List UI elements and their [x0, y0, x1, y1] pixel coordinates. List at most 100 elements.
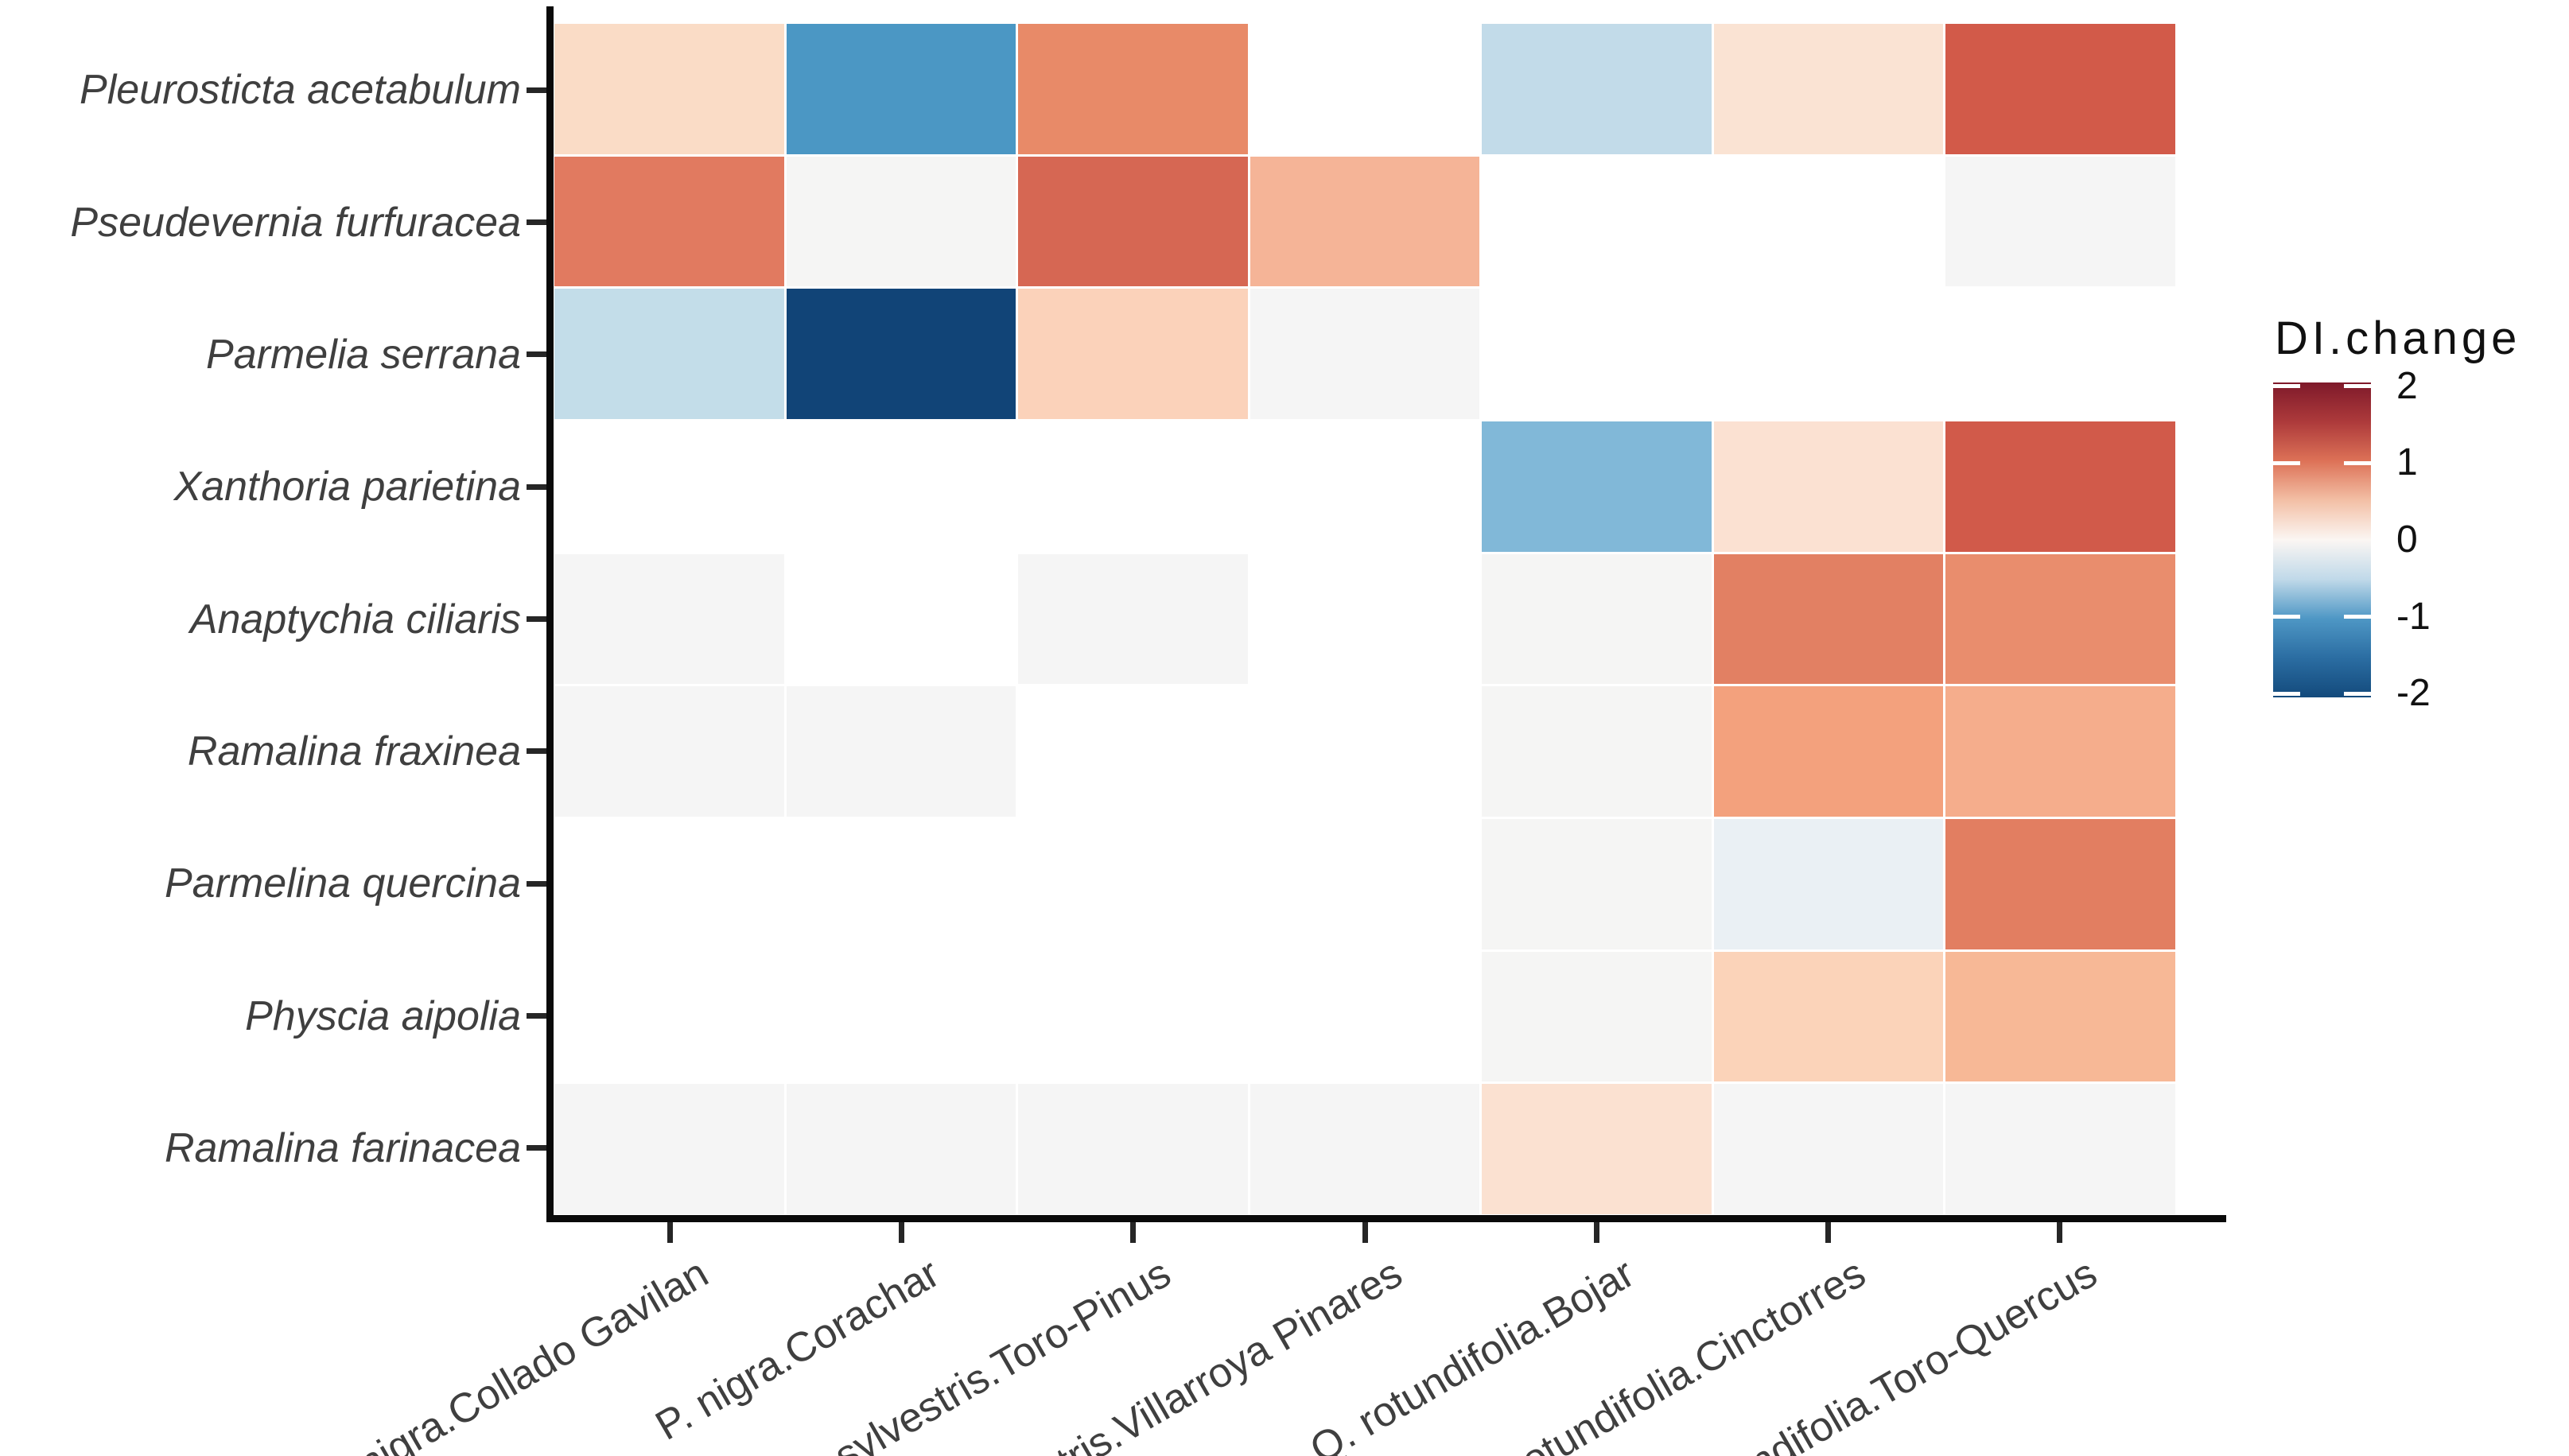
x-axis-tick: [1130, 1222, 1137, 1243]
heatmap-cell-empty: [1018, 421, 1248, 552]
y-axis-tick: [527, 748, 547, 755]
heatmap-cell: [786, 1084, 1016, 1214]
legend-colorbar-tick: [2344, 615, 2371, 619]
legend-colorbar-tick: [2273, 615, 2300, 619]
heatmap-cell: [1250, 1084, 1480, 1214]
y-axis-tick: [527, 483, 547, 490]
y-axis-label: Parmelia serrana: [206, 331, 521, 378]
heatmap-cell: [554, 553, 784, 685]
y-axis-tick: [527, 1145, 547, 1151]
y-axis-tick: [527, 1013, 547, 1019]
heatmap-cell: [1018, 1084, 1248, 1214]
heatmap-cell-empty: [554, 951, 784, 1082]
legend-colorbar-tick: [2344, 691, 2371, 696]
heatmap-cell: [1018, 289, 1248, 419]
heatmap-cell: [1713, 686, 1944, 817]
heatmap-cell: [1018, 156, 1248, 287]
y-axis-label: Xanthoria parietina: [173, 464, 521, 511]
heatmap-cell: [1945, 819, 2175, 949]
legend-colorbar-tick: [2273, 384, 2300, 389]
legend-tick-label: -1: [2396, 595, 2431, 638]
x-axis-tick: [1593, 1222, 1599, 1243]
heatmap-cell: [1482, 421, 1712, 552]
heatmap-cell: [1945, 686, 2175, 817]
heatmap-cell: [1018, 553, 1248, 685]
heatmap-cell: [554, 24, 784, 154]
heatmap-cell-empty: [1250, 24, 1480, 154]
heatmap-cell: [786, 686, 1016, 817]
x-axis-tick: [667, 1222, 674, 1243]
legend-colorbar-tick: [2344, 384, 2371, 389]
heatmap-cell: [1945, 1084, 2175, 1214]
legend-tick-label: 1: [2396, 441, 2418, 484]
x-axis-tick: [1362, 1222, 1368, 1243]
heatmap-cell: [1018, 24, 1248, 154]
heatmap-cell-empty: [1018, 819, 1248, 949]
heatmap-cell: [786, 24, 1016, 154]
y-axis-tick: [527, 616, 547, 622]
heatmap-cell: [1945, 24, 2175, 154]
heatmap-cell-empty: [1250, 686, 1480, 817]
y-axis-label: Ramalina farinacea: [164, 1124, 521, 1171]
heatmap-cell: [1713, 421, 1944, 552]
legend-colorbar: [2273, 382, 2371, 697]
heatmap-cell: [786, 289, 1016, 419]
legend-colorbar-tick: [2344, 460, 2371, 465]
heatmap-cell-empty: [1482, 289, 1712, 419]
heatmap-cell-empty: [1250, 421, 1480, 552]
x-axis-tick: [1825, 1222, 1831, 1243]
heatmap-cell: [1713, 553, 1944, 685]
heatmap-cell-empty: [1250, 553, 1480, 685]
heatmap-cell: [1482, 686, 1712, 817]
heatmap-cell: [1713, 24, 1944, 154]
heatmap-cell: [1945, 156, 2175, 287]
heatmap-cell-empty: [786, 421, 1016, 552]
legend-colorbar-tick: [2273, 460, 2300, 465]
heatmap-cell-empty: [554, 819, 784, 949]
heatmap-cell: [1945, 951, 2175, 1082]
heatmap-cell-empty: [786, 951, 1016, 1082]
heatmap-cell-empty: [1945, 289, 2175, 419]
heatmap-cell: [554, 156, 784, 287]
x-axis-label: P. nigra.Collado Gavilan: [310, 1250, 716, 1456]
y-axis-tick: [527, 87, 547, 93]
heatmap-cell-empty: [1713, 289, 1944, 419]
y-axis-label: Ramalina fraxinea: [187, 728, 521, 775]
heatmap-cell: [1713, 1084, 1944, 1214]
legend-colorbar-tick: [2273, 691, 2300, 696]
heatmap-cell: [1482, 553, 1712, 685]
heatmap-cell: [1713, 819, 1944, 949]
y-axis-label: Anaptychia ciliaris: [189, 596, 521, 643]
y-axis-label: Pseudevernia furfuracea: [70, 199, 521, 246]
heatmap-cell-empty: [1018, 686, 1248, 817]
heatmap-cell: [1945, 553, 2175, 685]
heatmap-cell: [786, 156, 1016, 287]
x-axis-tick: [2056, 1222, 2062, 1243]
y-axis-tick: [527, 219, 547, 225]
heatmap-cell-empty: [554, 421, 784, 552]
heatmap-cell: [1945, 421, 2175, 552]
y-axis-tick: [527, 880, 547, 887]
legend-tick-label: 0: [2396, 518, 2418, 561]
heatmap-cell-empty: [1018, 951, 1248, 1082]
heatmap-cell: [554, 1084, 784, 1214]
heatmap-panel: [554, 24, 2175, 1214]
heatmap-cell-empty: [1482, 156, 1712, 287]
heatmap-cell-empty: [1250, 819, 1480, 949]
x-axis-line: [546, 1215, 2226, 1222]
heatmap-cell-empty: [1713, 156, 1944, 287]
y-axis-tick: [527, 351, 547, 358]
heatmap-cell: [554, 686, 784, 817]
heatmap-cell-empty: [1250, 951, 1480, 1082]
heatmap-cell: [1713, 951, 1944, 1082]
y-axis-line: [546, 6, 554, 1222]
heatmap-cell: [1250, 156, 1480, 287]
heatmap-cell: [1482, 1084, 1712, 1214]
heatmap-cell-empty: [786, 553, 1016, 685]
heatmap-cell: [1482, 24, 1712, 154]
heatmap-cell: [1250, 289, 1480, 419]
y-axis-label: Parmelina quercina: [164, 860, 521, 907]
x-axis-tick: [899, 1222, 905, 1243]
heatmap-cell: [1482, 951, 1712, 1082]
